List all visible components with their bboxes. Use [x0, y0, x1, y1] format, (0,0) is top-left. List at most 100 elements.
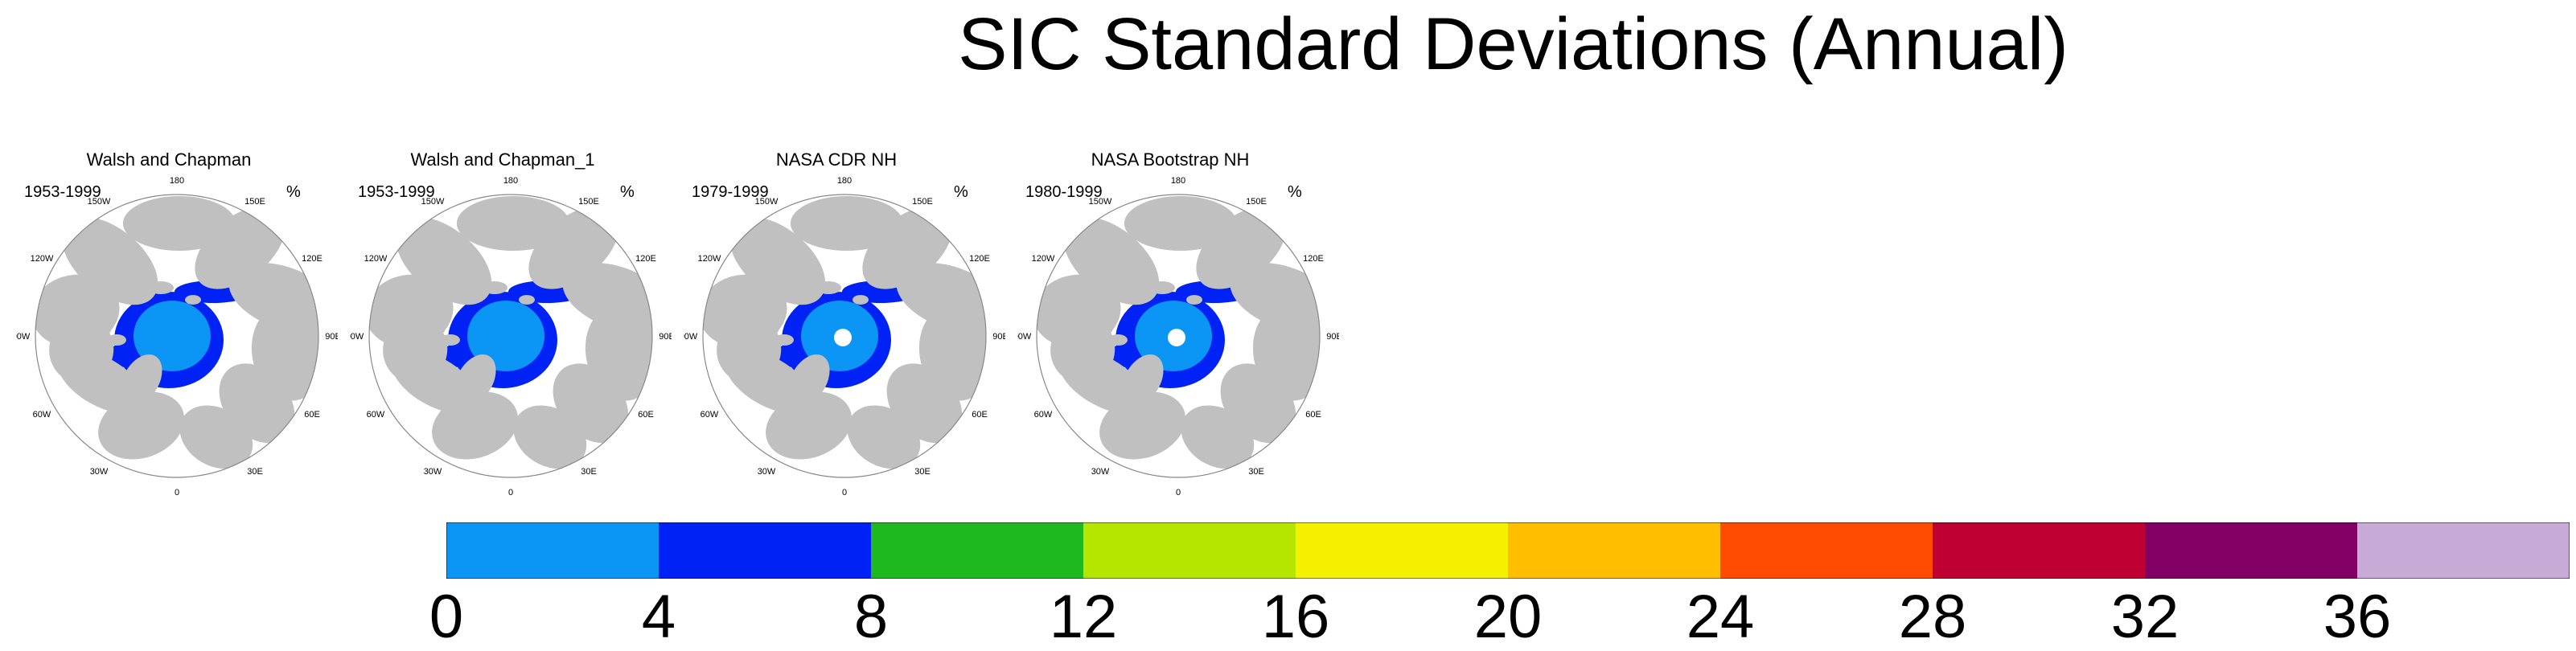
map-boundary	[1036, 194, 1321, 478]
colorbar-segment	[871, 522, 1084, 579]
longitude-label: 30W	[758, 467, 776, 477]
longitude-label: 180	[837, 176, 852, 186]
colorbar-tick-label: 12	[1049, 583, 1118, 651]
panel-title: NASA Bootstrap NH	[1091, 149, 1250, 170]
longitude-label: 0	[842, 488, 847, 497]
polar-map: 180 150E 120E 90E 60E 30E 0 30W 60W 90W 120W 150W	[1017, 176, 1339, 497]
longitude-label: 30W	[90, 467, 109, 477]
colorbar	[446, 522, 2570, 579]
longitude-label: 90E	[325, 332, 338, 342]
land	[847, 405, 921, 469]
map-boundary	[702, 194, 987, 478]
map-boundary	[368, 194, 653, 478]
longitude-label: 120W	[1032, 254, 1055, 264]
panel-title: Walsh and Chapman_1	[410, 149, 595, 170]
longitude-label: 180	[1171, 176, 1185, 186]
colorbar-tick-label: 16	[1261, 583, 1330, 651]
longitude-label: 60E	[304, 410, 320, 420]
longitude-label: 90W	[684, 332, 698, 342]
longitude-label: 30E	[914, 467, 931, 477]
longitude-label: 90W	[16, 332, 31, 342]
longitude-label: 120W	[31, 254, 54, 264]
longitude-label: 150W	[421, 197, 445, 207]
longitude-label: 60E	[1305, 410, 1321, 420]
land	[456, 196, 569, 252]
panel-period: 1980-1999	[1025, 183, 1103, 201]
colorbar-segment	[1296, 522, 1509, 579]
land	[1124, 196, 1237, 252]
longitude-label: 0	[175, 488, 179, 497]
colorbar-tick-label: 20	[1473, 583, 1543, 651]
colorbar-segment	[659, 522, 872, 579]
chart-title: SIC Standard Deviations (Annual)	[958, 3, 2069, 85]
panel-unit: %	[286, 183, 301, 201]
longitude-label: 30E	[581, 467, 597, 477]
longitude-label: 60E	[972, 410, 988, 420]
land	[729, 217, 826, 305]
colorbar-tick-label: 28	[1898, 583, 1967, 651]
longitude-label: 0	[1176, 488, 1181, 497]
map-panel: Walsh and Chapman 1953-1999 % 180 150E 120…	[16, 145, 338, 498]
land	[513, 405, 587, 469]
land	[121, 354, 162, 405]
longitude-label: 120E	[969, 254, 990, 264]
longitude-label: 150W	[88, 197, 111, 207]
polar-map: 180 150E 120E 90E 60E 30E 0 30W 60W 90W 120W 150W	[350, 176, 672, 497]
land	[179, 405, 253, 469]
panel-unit: %	[954, 183, 968, 201]
panel-period: 1953-1999	[358, 183, 435, 201]
polar-map: 180 150E 120E 90E 60E 30E 0 30W 60W 90W 120W 150W	[16, 176, 338, 497]
panel-unit: %	[620, 183, 635, 201]
ice-variability-region	[467, 301, 544, 371]
colorbar-segment	[1933, 522, 2146, 579]
longitude-label: 150E	[244, 197, 265, 207]
longitude-label: 30W	[1091, 467, 1110, 477]
land	[454, 354, 496, 405]
longitude-label: 90E	[659, 332, 672, 342]
colorbar-segment	[2145, 522, 2358, 579]
panel-title: Walsh and Chapman	[86, 149, 252, 170]
panel-period: 1953-1999	[24, 183, 101, 201]
longitude-label: 30E	[1248, 467, 1264, 477]
land	[788, 354, 830, 405]
longitude-label: 90E	[1326, 332, 1339, 342]
land	[396, 217, 492, 305]
longitude-label: 150W	[755, 197, 779, 207]
longitude-label: 90E	[992, 332, 1005, 342]
longitude-label: 120W	[698, 254, 721, 264]
longitude-label: 180	[170, 176, 184, 186]
longitude-label: 60W	[367, 410, 385, 420]
panel-period: 1979-1999	[692, 183, 769, 201]
longitude-label: 60W	[33, 410, 51, 420]
pole-hole	[1168, 329, 1185, 346]
colorbar-segment	[446, 522, 659, 579]
land	[62, 217, 158, 305]
panel-title: NASA CDR NH	[775, 149, 898, 170]
colorbar-tick-label: 8	[853, 583, 889, 651]
longitude-label: 60W	[1034, 410, 1053, 420]
colorbar-tick-label: 36	[2323, 583, 2392, 651]
map-panel: Walsh and Chapman_1 1953-1999 % 180 150E 1…	[350, 145, 672, 498]
map-boundary	[35, 194, 319, 478]
map-panel: NASA Bootstrap NH 1980-1999 % 180 150E 120…	[1017, 145, 1339, 498]
longitude-label: 120W	[364, 254, 388, 264]
longitude-label: 90W	[1017, 332, 1032, 342]
land	[1063, 217, 1160, 305]
colorbar-segment	[1720, 522, 1933, 579]
pole-hole	[834, 329, 852, 346]
longitude-label: 180	[503, 176, 518, 186]
land	[790, 196, 903, 252]
colorbar-segment	[1083, 522, 1296, 579]
longitude-label: 150W	[1089, 197, 1112, 207]
polar-map: 180 150E 120E 90E 60E 30E 0 30W 60W 90W 120W 150W	[684, 176, 1005, 497]
longitude-label: 30E	[247, 467, 263, 477]
longitude-label: 150E	[578, 197, 599, 207]
longitude-label: 90W	[350, 332, 364, 342]
longitude-label: 30W	[424, 467, 442, 477]
longitude-label: 0	[508, 488, 513, 497]
colorbar-tick-label: 24	[1686, 583, 1755, 651]
longitude-label: 60W	[700, 410, 719, 420]
colorbar-tick-label: 4	[641, 583, 676, 651]
longitude-label: 150E	[1246, 197, 1267, 207]
colorbar-tick-label: 0	[429, 583, 464, 651]
